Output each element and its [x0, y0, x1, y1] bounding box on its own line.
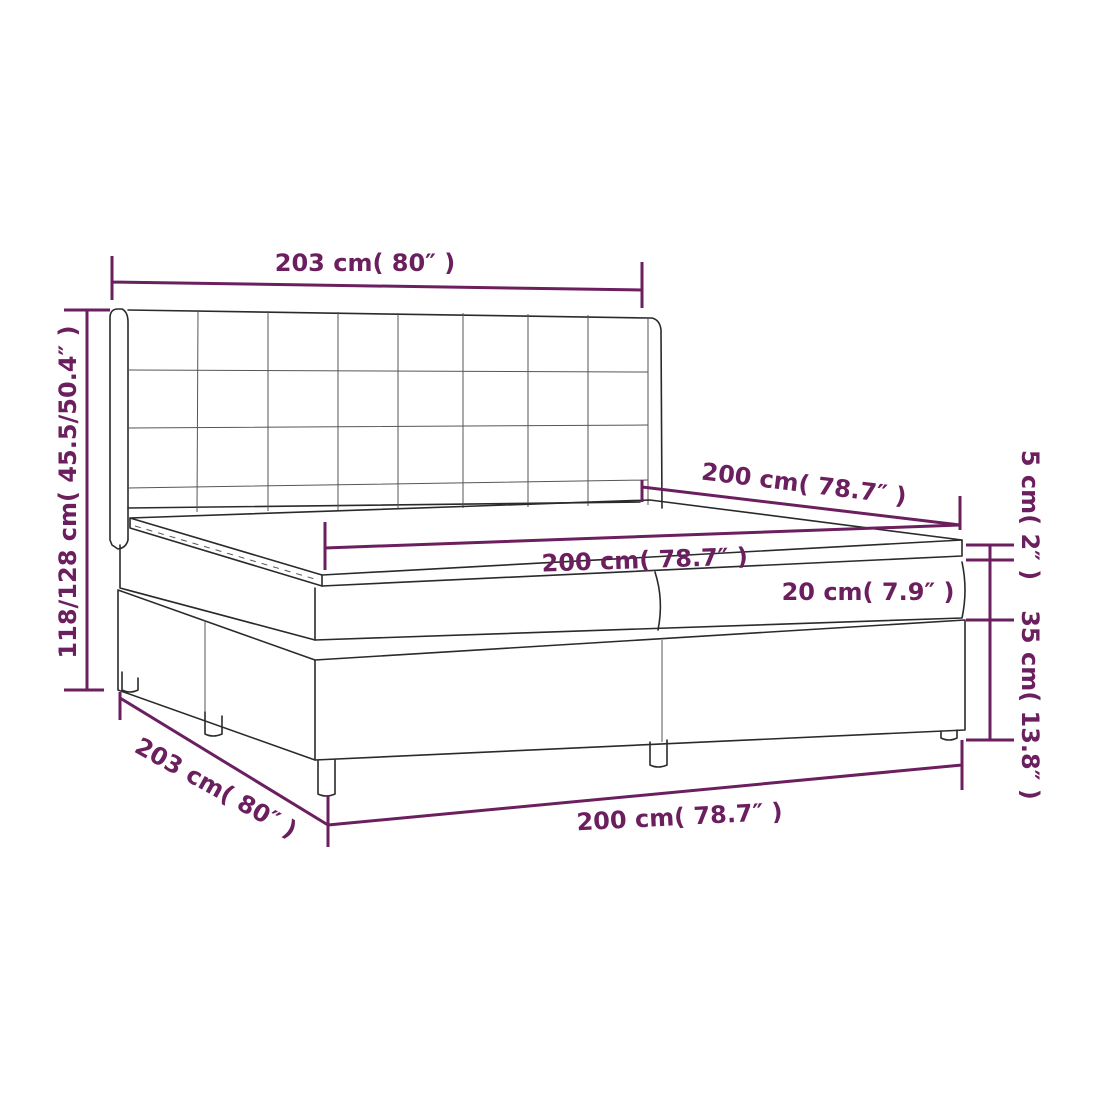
mattress-width-label: 200 cm( 78.7″ )	[541, 542, 748, 577]
legs	[121, 671, 958, 797]
mattress	[119, 544, 966, 641]
box-spring-base	[117, 589, 966, 761]
total-height-label: 118/128 cm( 45.5/50.4″ )	[54, 325, 82, 658]
dimension-lines	[64, 256, 1014, 847]
base-height-label: 35 cm( 13.8″ )	[1016, 610, 1044, 800]
mattress-height-label: 20 cm( 7.9″ )	[782, 578, 955, 606]
headboard	[109, 308, 663, 550]
topper-height-label: 5 cm( 2″ )	[1016, 450, 1044, 580]
headboard-width-label: 203 cm( 80″ )	[275, 249, 455, 277]
front-length-label: 200 cm( 78.7″ )	[576, 798, 783, 837]
side-width-label: 203 cm( 80″ )	[130, 732, 301, 844]
mattress-topper	[129, 499, 963, 587]
side-length-back-label: 200 cm( 78.7″ )	[700, 458, 908, 511]
